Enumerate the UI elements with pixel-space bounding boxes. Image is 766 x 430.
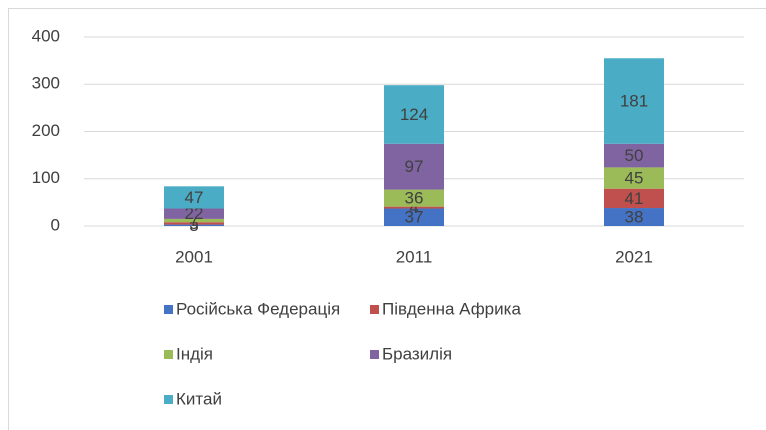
legend-label: Китай	[176, 389, 222, 408]
data-label: 7	[189, 211, 198, 230]
bar-segment	[384, 189, 444, 207]
legend-label: Російська Федерація	[176, 299, 340, 318]
bar-segment	[164, 224, 224, 226]
data-label: 36	[405, 189, 424, 208]
bar-segment	[384, 143, 444, 190]
y-tick-label: 0	[51, 215, 60, 234]
data-label: 181	[620, 92, 648, 111]
data-label: 97	[405, 157, 424, 176]
bar-segment	[384, 206, 444, 209]
data-label: 37	[405, 208, 424, 227]
bar-segment	[604, 58, 664, 144]
y-tick-label: 300	[32, 74, 60, 93]
data-label: 3	[189, 216, 198, 235]
data-label: 50	[625, 146, 644, 165]
x-tick-label: 2011	[396, 247, 433, 266]
data-label: 4	[409, 198, 418, 217]
x-tick-label: 2001	[175, 247, 213, 266]
bar-segment	[164, 218, 224, 223]
bar-segment	[604, 167, 664, 189]
bar-segment	[384, 85, 444, 144]
bar-segment	[164, 222, 224, 225]
legend-swatch	[370, 350, 379, 359]
chart-frame	[8, 8, 766, 430]
legend-swatch	[164, 305, 173, 314]
legend-label: Індія	[176, 344, 213, 363]
x-tick-label: 2021	[615, 247, 653, 266]
y-tick-label: 200	[32, 121, 60, 140]
legend-label: Бразилія	[382, 344, 452, 363]
data-label: 45	[625, 169, 644, 188]
bar-segment	[604, 143, 664, 168]
data-label: 41	[625, 189, 644, 208]
data-label: 124	[400, 105, 428, 124]
legend-swatch	[370, 305, 379, 314]
bar-segment	[164, 208, 224, 219]
data-label: 5	[189, 214, 198, 233]
bar-segment	[164, 186, 224, 209]
data-label: 38	[625, 208, 644, 227]
y-tick-label: 100	[32, 168, 60, 187]
bar-segment	[384, 208, 444, 226]
data-label: 22	[185, 204, 204, 223]
bar-segment	[604, 208, 664, 226]
data-label: 47	[185, 188, 204, 207]
bar-segment	[604, 188, 664, 209]
y-tick-label: 400	[32, 26, 60, 45]
legend-label: Південна Африка	[382, 299, 521, 318]
legend-swatch	[164, 350, 173, 359]
legend-swatch	[164, 395, 173, 404]
